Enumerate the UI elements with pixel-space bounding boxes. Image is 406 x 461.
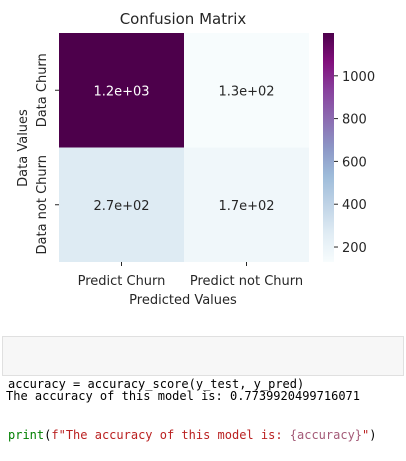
code-format-field: {accuracy}	[289, 428, 363, 442]
colorbar-ticks: 200 400 600 800 1000	[334, 70, 375, 256]
code-call: accuracy_score(y_test, y_pred)	[87, 377, 305, 391]
cell-value-label: 2.7e+02	[93, 199, 149, 214]
y-tick-label: Data Churn	[35, 53, 50, 127]
heatmap-cell	[184, 147, 309, 262]
x-axis-ticks: Predict Churn Predict not Churn	[78, 262, 303, 289]
code-line-1: accuracy = accuracy_score(y_test, y_pred…	[8, 376, 403, 393]
colorbar-tick-label: 600	[342, 155, 367, 170]
code-paren-open: (	[44, 428, 52, 442]
cell-value-label: 1.7e+02	[218, 199, 274, 214]
y-tick-label: Data not Churn	[35, 155, 50, 255]
code-fstring-prefix: f	[51, 428, 59, 442]
y-axis-ticks: Data Churn Data not Churn	[35, 53, 59, 255]
confusion-matrix-chart: Confusion Matrix 1.2e+03 1.3e+022.7e+02 1.…	[16, 10, 375, 308]
chart-title: Confusion Matrix	[120, 10, 247, 28]
code-string-part-a: "The accuracy of this model is:	[58, 428, 290, 442]
code-cell[interactable]: accuracy = accuracy_score(y_test, y_pred…	[2, 336, 404, 442]
colorbar	[323, 33, 334, 262]
code-variable: accuracy	[8, 377, 66, 391]
cell-value-label: 1.2e+03	[93, 84, 149, 99]
code-builtin: print	[8, 428, 45, 442]
colorbar-tick-label: 200	[342, 241, 367, 256]
heatmap-cell	[59, 33, 184, 148]
heatmap-annotations: 1.2e+03 1.3e+02 2.7e+02 1.7e+02	[93, 84, 274, 214]
x-axis-label: Predicted Values	[129, 293, 237, 308]
heatmap-cell	[184, 33, 309, 148]
x-tick-label: Predict Churn	[78, 274, 166, 289]
x-tick-label: Predict not Churn	[190, 274, 303, 289]
cell-output: The accuracy of this model is: 0.7739920…	[6, 389, 361, 403]
colorbar-tick-label: 800	[342, 113, 367, 128]
code-string-part-b: "	[362, 428, 370, 442]
code-line-2: print(f"The accuracy of this model is: {…	[8, 427, 403, 444]
heatmap-cells	[59, 33, 309, 262]
code-operator: =	[65, 377, 88, 391]
colorbar-tick-label: 400	[342, 198, 367, 213]
cell-value-label: 1.3e+02	[218, 84, 274, 99]
code-paren-close: )	[369, 428, 377, 442]
heatmap-cell	[59, 147, 184, 262]
y-axis-label: Data Values	[16, 109, 31, 187]
colorbar-tick-label: 1000	[342, 70, 375, 85]
